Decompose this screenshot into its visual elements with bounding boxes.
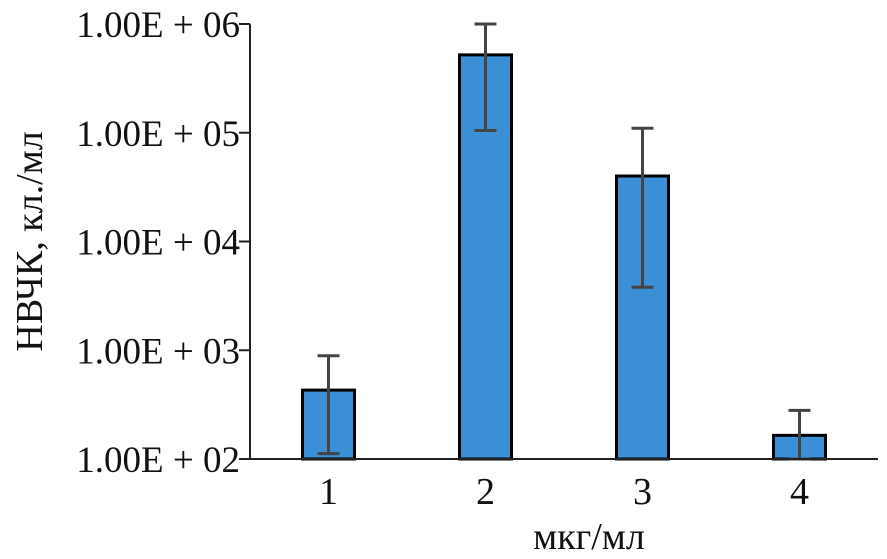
y-tick-label: 1.00E + 03 (76, 331, 240, 372)
error-bars-group (317, 22, 811, 461)
x-tick-label: 4 (790, 471, 809, 513)
bars-group (301, 53, 827, 461)
y-tick-label: 1.00E + 06 (76, 5, 240, 46)
y-tick-label: 1.00E + 04 (76, 223, 240, 264)
x-axis-tick-labels: 1 2 3 4 (319, 471, 809, 513)
error-bar-2 (474, 22, 497, 132)
x-axis-title: мкг/мл (533, 516, 645, 558)
x-tick-label: 2 (476, 471, 495, 513)
x-tick-label: 3 (633, 471, 652, 513)
x-tick-label: 1 (319, 471, 338, 513)
y-axis-ticks (239, 23, 250, 460)
y-tick-label: 1.00E + 02 (76, 440, 240, 481)
y-tick-label: 1.00E + 05 (76, 114, 240, 155)
error-bar-3 (631, 126, 654, 289)
y-axis-title: НВЧК, кл./мл (9, 131, 51, 351)
y-axis-tick-labels: 1.00E + 02 1.00E + 03 1.00E + 04 1.00E + 05… (76, 5, 240, 481)
error-bar-1 (317, 354, 340, 456)
